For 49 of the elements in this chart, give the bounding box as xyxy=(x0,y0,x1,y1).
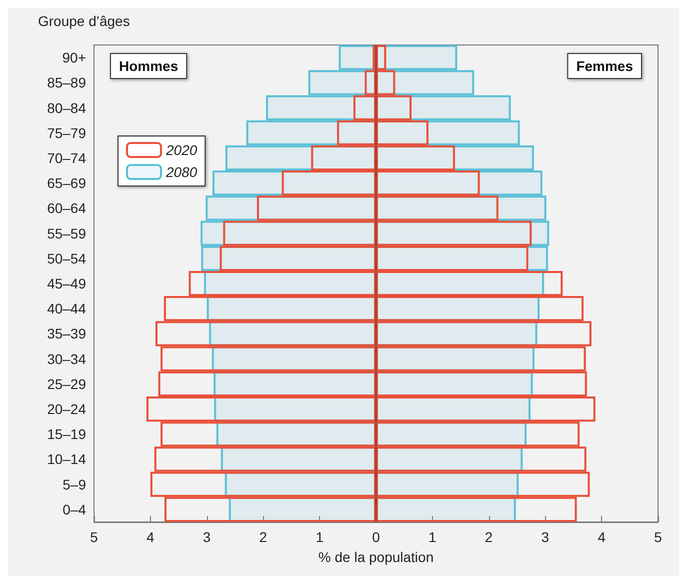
bar xyxy=(376,170,542,196)
y-tick-label: 90+ xyxy=(62,50,86,66)
bar xyxy=(246,120,376,146)
legend-label: 2020 xyxy=(165,142,198,158)
y-tick-label: 10–14 xyxy=(47,451,86,468)
y-tick-label: 35–39 xyxy=(47,326,86,342)
annotation: Hommes xyxy=(119,58,178,74)
bar xyxy=(376,70,474,96)
y-tick-label: 55–59 xyxy=(47,225,86,242)
x-tick-label: 5 xyxy=(90,529,98,545)
y-tick-label: 5–9 xyxy=(62,476,86,492)
x-tick-label: 3 xyxy=(202,529,211,545)
x-tick-label: 4 xyxy=(598,529,606,545)
bar xyxy=(376,120,520,146)
y-tick-label: 0–4 xyxy=(62,501,86,518)
x-tick-label: 2 xyxy=(259,529,268,545)
x-axis-title: % de la population xyxy=(318,549,434,565)
y-tick-label: 30–34 xyxy=(47,350,86,367)
y-tick-label: 85–89 xyxy=(47,74,86,91)
bar xyxy=(308,70,376,96)
x-tick-label: 3 xyxy=(541,529,550,545)
bar xyxy=(376,196,546,221)
x-tick-label: 5 xyxy=(654,529,662,545)
x-tick-label: 1 xyxy=(316,529,324,545)
x-tick-label: 0 xyxy=(372,529,380,545)
y-tick-label: 80–84 xyxy=(47,100,86,116)
y-axis-title: Groupe d’âges xyxy=(38,13,130,29)
y-tick-label: 70–74 xyxy=(47,150,86,166)
bar xyxy=(376,45,458,70)
y-tick-label: 60–64 xyxy=(47,200,86,216)
y-tick-label: 20–24 xyxy=(47,401,86,418)
x-tick-label: 1 xyxy=(428,529,436,545)
bar xyxy=(212,170,376,196)
y-tick-label: 65–69 xyxy=(47,175,86,192)
bar xyxy=(376,145,534,171)
y-tick-label: 45–49 xyxy=(47,276,86,292)
bar xyxy=(225,145,376,171)
y-tick-label: 75–79 xyxy=(47,124,86,141)
x-tick-label: 2 xyxy=(484,529,493,545)
y-tick-label: 50–54 xyxy=(47,250,86,266)
bar xyxy=(376,95,511,120)
y-tick-label: 25–29 xyxy=(47,376,86,392)
y-tick-label: 15–19 xyxy=(47,426,86,442)
bar xyxy=(266,95,376,120)
bar xyxy=(206,196,376,221)
x-tick-label: 4 xyxy=(146,529,154,545)
legend-label: 2080 xyxy=(165,164,198,180)
annotation: Femmes xyxy=(576,58,634,74)
y-tick-label: 40–44 xyxy=(47,300,86,317)
